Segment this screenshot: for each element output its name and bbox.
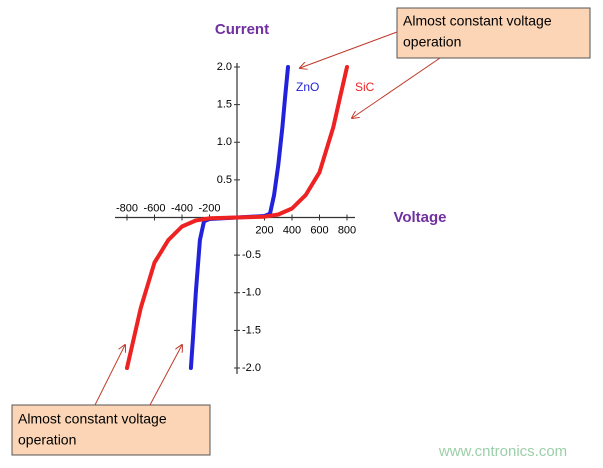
annotation-box xyxy=(11,404,211,456)
series-line xyxy=(125,65,349,370)
x-tick-label: 600 xyxy=(310,224,328,236)
x-tick-label: 200 xyxy=(255,224,273,236)
y-tick-label: -2.0 xyxy=(242,362,261,374)
legend-label: SiC xyxy=(355,80,375,94)
arrows xyxy=(94,31,441,406)
annotation-box xyxy=(396,7,591,59)
x-tick-label: -200 xyxy=(198,202,220,214)
annotation-text: operation xyxy=(18,432,76,448)
y-tick-label: 1.0 xyxy=(217,136,232,148)
annotation-text: Almost constant voltage xyxy=(18,411,167,427)
x-tick-label: 800 xyxy=(338,224,356,236)
y-tick-label: -1.5 xyxy=(242,324,261,336)
y-tick-label: 0.5 xyxy=(217,174,232,186)
y-axis-label: Current xyxy=(215,21,269,38)
y-tick-label: -1.0 xyxy=(242,287,261,299)
y-tick-label: 2.0 xyxy=(217,61,232,73)
annotation-text: Almost constant voltage xyxy=(403,13,552,29)
x-tick-label: 400 xyxy=(283,224,301,236)
annotation-text: operation xyxy=(403,34,461,50)
watermark: www.cntronics.com xyxy=(438,443,567,460)
x-axis-label: Voltage xyxy=(393,209,446,226)
y-tick-label: -0.5 xyxy=(242,249,261,261)
legend-label: ZnO xyxy=(296,80,319,94)
y-tick-label: 1.5 xyxy=(217,99,232,111)
x-tick-label: -600 xyxy=(143,202,165,214)
x-tick-label: -800 xyxy=(116,202,138,214)
x-tick-label: -400 xyxy=(171,202,193,214)
